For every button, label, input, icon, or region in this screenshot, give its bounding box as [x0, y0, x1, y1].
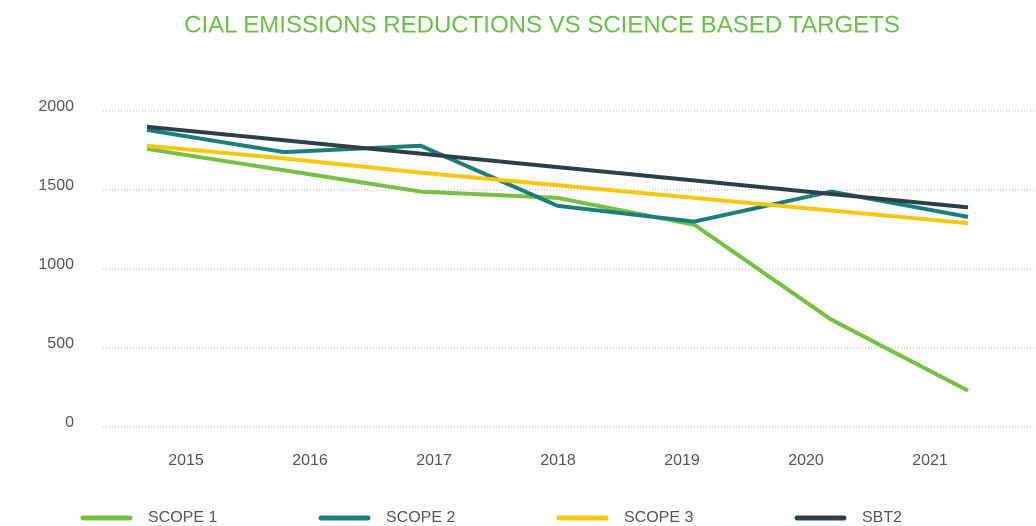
y-tick-label: 2000 [38, 98, 74, 115]
line-series [146, 146, 969, 393]
line-series [146, 143, 969, 226]
line-series [146, 124, 969, 210]
x-tick-label: 2021 [912, 452, 948, 469]
y-tick-label: 1500 [38, 177, 74, 194]
line-series [146, 127, 969, 224]
x-tick-label: 2019 [664, 452, 700, 469]
x-tick-label: 2018 [540, 452, 576, 469]
y-tick-label: 500 [47, 335, 74, 352]
legend-label: SCOPE 2 [386, 509, 455, 526]
legend-label: SCOPE 3 [624, 509, 693, 526]
y-tick-label: 0 [65, 414, 74, 431]
x-tick-label: 2015 [168, 452, 204, 469]
x-tick-label: 2020 [788, 452, 824, 469]
legend-label: SBT2 [862, 509, 902, 526]
chart-title: CIAL EMISSIONS REDUCTIONS VS SCIENCE BAS… [184, 11, 900, 38]
x-tick-label: 2017 [416, 452, 452, 469]
y-tick-label: 1000 [38, 256, 74, 273]
x-tick-label: 2016 [292, 452, 328, 469]
legend-label: SCOPE 1 [148, 509, 217, 526]
